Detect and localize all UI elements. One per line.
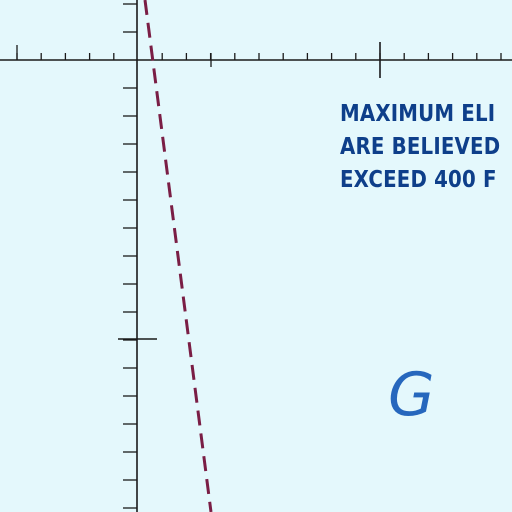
- map-note-line-3: EXCEED 400 F: [340, 167, 497, 193]
- place-name-label: G U: [388, 360, 512, 430]
- map-note-line-1: MAXIMUM ELI: [340, 101, 496, 127]
- map-note-line-2: ARE BELIEVED: [340, 134, 501, 160]
- dashed-boundary-line: [143, 0, 213, 512]
